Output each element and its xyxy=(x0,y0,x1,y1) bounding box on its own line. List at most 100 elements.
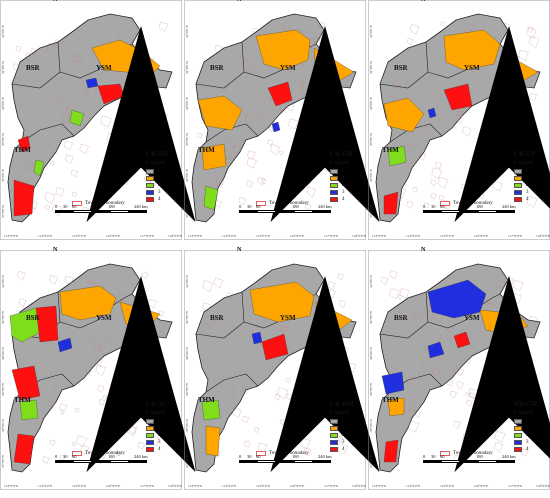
scenario-label: HR-GR xyxy=(514,400,538,408)
township-cell xyxy=(411,313,418,320)
legend-item-label: 4 xyxy=(342,197,345,202)
scale-tick-label: 240 km xyxy=(134,204,148,209)
legend-item: 1 xyxy=(146,425,161,432)
legend-item-label: 1 xyxy=(342,176,345,181)
township-cell xyxy=(337,273,344,280)
change-patch xyxy=(203,185,219,211)
township-cell xyxy=(206,65,211,71)
latitude-label: 38°0'0"N xyxy=(185,169,189,182)
township-cell xyxy=(107,339,112,345)
township-cell xyxy=(457,119,462,124)
region-label-thm: THM xyxy=(382,146,399,154)
legend-swatch xyxy=(146,440,154,445)
township-cell xyxy=(29,102,36,109)
legend-title: Legend xyxy=(146,410,166,416)
legend-item: 0 xyxy=(146,168,161,175)
township-cell xyxy=(264,97,276,109)
legend-item: 2 xyxy=(514,432,529,439)
legend-item-label: 0 xyxy=(158,169,161,174)
township-cell xyxy=(54,39,64,50)
township-cell xyxy=(157,310,165,317)
latitude-label: 39°0'0"N xyxy=(1,133,5,146)
township-cell xyxy=(438,195,445,201)
township-cell xyxy=(65,320,71,326)
latitude-label: 42°0'0"N xyxy=(369,275,373,288)
longitude-label: 114°0'0"E xyxy=(406,234,421,238)
township-cell xyxy=(420,360,425,367)
township-cell xyxy=(282,21,291,31)
legend-swatch xyxy=(330,447,338,452)
township-cell xyxy=(434,161,442,169)
township-cell xyxy=(497,279,506,289)
change-patch xyxy=(383,439,399,463)
scale-tick-label: 0 xyxy=(55,204,58,209)
township-cell xyxy=(391,362,398,370)
scale-tick-label: 180 xyxy=(292,204,299,209)
township-cell xyxy=(246,157,257,169)
region-label-ysm: YSM xyxy=(464,314,480,322)
township-cell xyxy=(494,442,503,452)
township-cell xyxy=(337,443,348,455)
longitude-label: 113°0'0"E xyxy=(4,484,19,488)
township-cell xyxy=(302,80,307,86)
north-label: N xyxy=(53,0,58,3)
township-cell xyxy=(246,180,254,188)
latitude-label: 39°0'0"N xyxy=(1,383,5,396)
township-cell xyxy=(427,76,436,86)
legend-item-label: 4 xyxy=(526,197,529,202)
township-cell xyxy=(300,87,308,95)
township-cell xyxy=(446,379,454,387)
scale-tick-label: 60 xyxy=(256,204,261,209)
legend-item-label: 0 xyxy=(526,419,529,424)
township-cell xyxy=(529,93,537,102)
township-cell xyxy=(449,390,457,399)
longitude-label: 116°0'0"E xyxy=(290,234,305,238)
township-cell xyxy=(494,431,506,443)
north-label: N xyxy=(53,247,58,253)
north-label: N xyxy=(421,0,426,3)
township-cell xyxy=(465,392,470,397)
township-cell xyxy=(458,355,464,361)
township-cell xyxy=(25,52,33,61)
latitude-label: 39°0'0"N xyxy=(369,133,373,146)
township-cell xyxy=(285,377,291,384)
township-cell xyxy=(257,176,265,186)
township-cell xyxy=(33,135,39,141)
township-cell xyxy=(15,45,22,52)
legend-item: 4 xyxy=(330,446,345,453)
latitude-label: 38°0'0"N xyxy=(369,419,373,432)
township-cell xyxy=(32,75,39,83)
township-cell xyxy=(288,118,299,130)
longitude-label: 118°0'0"E xyxy=(168,234,183,238)
change-patch xyxy=(17,135,31,153)
township-cell xyxy=(327,281,336,290)
township-cell xyxy=(103,330,110,338)
legend-title: Legend xyxy=(330,410,350,416)
legend-swatch xyxy=(514,426,522,431)
change-patch xyxy=(381,371,405,395)
region-label-thm: THM xyxy=(14,146,31,154)
longitude-label: 114°0'0"E xyxy=(38,484,53,488)
township-cell xyxy=(215,178,225,189)
township-cell xyxy=(409,24,420,35)
scale-tick-label: 30 xyxy=(431,204,436,209)
longitude-label: 115°0'0"E xyxy=(440,484,455,488)
township-cell xyxy=(100,115,112,128)
township-cell xyxy=(469,392,475,399)
latitude-label: 41°0'0"N xyxy=(1,61,5,74)
township-cell xyxy=(61,112,72,124)
legend-title: Legend xyxy=(146,160,166,166)
township-cell xyxy=(49,275,58,285)
latitude-label: 38°0'0"N xyxy=(1,169,5,182)
change-patch xyxy=(13,433,35,465)
legend-item-label: 3 xyxy=(158,440,161,445)
scale-tick-label: 180 xyxy=(108,204,115,209)
township-cell xyxy=(71,60,77,67)
legend-swatch xyxy=(514,169,522,174)
township-boundary-label: Township boundary xyxy=(85,201,125,206)
scale-bar xyxy=(423,210,516,213)
longitude-label: 115°0'0"E xyxy=(256,234,271,238)
legend-item: 1 xyxy=(514,175,529,182)
township-cell xyxy=(71,442,77,447)
township-cell xyxy=(464,356,472,364)
